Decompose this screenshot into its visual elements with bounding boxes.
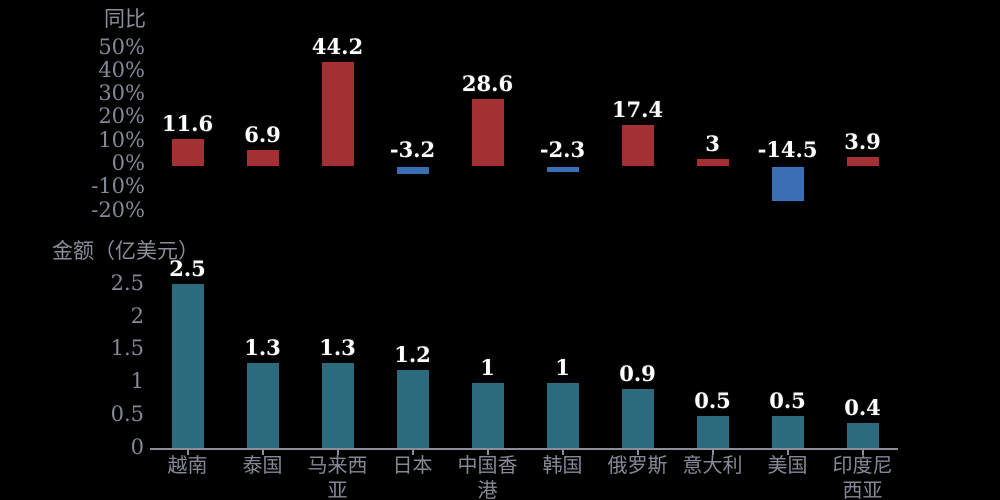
yoy-bar: [846, 157, 879, 167]
category-label: 日本: [358, 453, 468, 478]
category-label-line: 美国: [767, 453, 808, 477]
yoy-value-label: 11.6: [161, 111, 214, 137]
amount-value-label: 0.5: [769, 387, 806, 413]
yoy-value-label: 3: [705, 131, 720, 157]
category-axis-tick: [786, 449, 789, 455]
category-axis-tick: [636, 449, 639, 455]
category-label-line: 印度尼: [832, 453, 893, 477]
amount-bar: [546, 382, 579, 449]
yoy-ytick-label: 30%: [98, 81, 145, 106]
yoy-ytick-label: -10%: [91, 174, 145, 199]
category-label: 韩国: [508, 453, 618, 478]
amount-ytick-label: 0: [130, 434, 144, 459]
yoy-value-label: 44.2: [311, 34, 364, 60]
category-label: 马来西亚: [283, 453, 393, 500]
category-axis-tick: [486, 449, 489, 455]
amount-value-label: 1: [480, 354, 495, 380]
amount-bar: [321, 362, 354, 449]
amount-bar: [621, 389, 654, 449]
amount-value-label: 1.3: [244, 334, 281, 360]
amount-value-label: 0.4: [844, 394, 881, 420]
yoy-ytick-label: 0%: [111, 151, 145, 175]
yoy-bar: [396, 166, 429, 175]
category-label: 意大利: [658, 453, 768, 478]
yoy-ytick-label: 40%: [98, 57, 145, 82]
amount-bar: [471, 382, 504, 449]
amount-bar: [696, 415, 729, 449]
category-label: 美国: [733, 453, 843, 478]
category-label: 俄罗斯: [583, 453, 693, 478]
amount-bar: [846, 422, 879, 449]
yoy-value-label: 28.6: [461, 71, 514, 96]
yoy-value-label: 17.4: [611, 97, 664, 123]
amount-value-label: 0.5: [694, 387, 731, 413]
amount-value-label: 2.5: [169, 255, 206, 281]
yoy-ytick-label: 10%: [98, 127, 145, 152]
amount-ytick-label: 1.5: [110, 336, 144, 361]
yoy-bar: [471, 99, 504, 167]
yoy-bar: [246, 150, 279, 167]
yoy-value-label: -3.2: [389, 136, 436, 162]
yoy-value-label: 6.9: [244, 122, 281, 148]
yoy-chart-title: 同比: [104, 7, 146, 31]
category-label-line: 中国香: [457, 453, 518, 477]
category-label: 泰国: [208, 453, 318, 478]
yoy-value-label: 3.9: [844, 129, 881, 155]
category-axis-tick: [411, 449, 414, 455]
category-axis-tick: [711, 449, 714, 455]
category-label-line: 亚: [327, 478, 348, 500]
yoy-bar: [621, 125, 654, 167]
category-axis-tick: [261, 449, 264, 455]
yoy-bar: [546, 166, 579, 172]
category-label-line: 意大利: [682, 453, 743, 477]
yoy-ytick-label: 20%: [98, 104, 145, 129]
amount-ytick-label: 2: [130, 303, 144, 328]
amount-value-label: 1.2: [394, 341, 431, 367]
yoy-value-label: -2.3: [539, 136, 586, 162]
amount-ytick-label: 2.5: [110, 271, 144, 295]
amount-chart-title: 金额（亿美元）: [52, 239, 199, 263]
amount-bar: [246, 362, 279, 449]
amount-ytick-label: 0.5: [110, 401, 144, 426]
category-label-line: 越南: [167, 453, 208, 477]
category-axis-tick: [186, 449, 189, 455]
category-label: 越南: [133, 453, 243, 478]
yoy-ytick-label: 50%: [98, 34, 145, 59]
x-axis-line: [150, 448, 898, 450]
category-axis-tick: [336, 449, 339, 455]
category-label: 中国香港: [433, 453, 543, 500]
amount-value-label: 1.3: [319, 334, 356, 360]
category-label-line: 泰国: [242, 453, 283, 477]
amount-ytick-label: 1: [130, 369, 144, 394]
yoy-bar: [696, 159, 729, 167]
category-label-line: 西亚: [842, 478, 883, 500]
yoy-bar: [171, 139, 204, 167]
category-label-line: 马来西: [307, 453, 368, 477]
amount-bar: [771, 415, 804, 449]
amount-value-label: 1: [555, 354, 570, 380]
yoy-bar: [771, 166, 804, 201]
amount-bar: [171, 283, 204, 449]
category-label-line: 韩国: [542, 453, 583, 477]
yoy-ytick-label: -20%: [91, 197, 145, 222]
amount-bar: [396, 369, 429, 449]
yoy-value-label: -14.5: [757, 136, 818, 162]
category-label-line: 俄罗斯: [607, 453, 668, 477]
category-axis-tick: [561, 449, 564, 455]
amount-value-label: 0.9: [619, 361, 656, 387]
category-label-line: 港: [477, 478, 498, 500]
category-label: 印度尼 西亚: [808, 453, 918, 500]
category-label-line: 日本: [392, 453, 433, 477]
category-axis-tick: [861, 449, 864, 455]
yoy-bar: [321, 62, 354, 167]
